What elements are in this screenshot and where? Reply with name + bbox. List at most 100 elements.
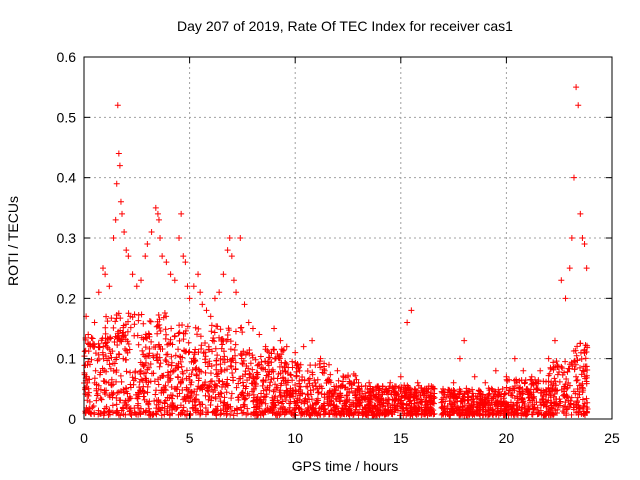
data-point-cloud [228, 395, 235, 402]
data-point-cloud [208, 328, 215, 335]
data-point-cloud [111, 360, 118, 367]
data-point-cloud [86, 361, 93, 368]
data-point-cloud [283, 387, 290, 394]
data-point-cloud [389, 396, 396, 403]
data-point-cloud [164, 407, 171, 414]
data-point-cloud [148, 370, 155, 377]
data-point-cloud [90, 403, 97, 410]
data-point-cloud [132, 375, 139, 382]
data-point-cloud [89, 335, 96, 342]
data-point-cloud [227, 346, 234, 353]
data-point-cloud [270, 388, 277, 395]
data-point-cloud [238, 324, 245, 331]
data-point [144, 241, 151, 248]
data-point-cloud [540, 378, 547, 385]
data-point-cloud [277, 392, 284, 399]
data-point-cloud [238, 407, 245, 414]
data-point-cloud [161, 411, 168, 418]
data-point-cloud [353, 376, 360, 383]
data-point-cloud [197, 333, 204, 340]
data-point-cloud [215, 370, 222, 377]
data-point-cloud [533, 385, 540, 392]
data-point [245, 319, 252, 326]
data-point-cloud [546, 386, 553, 393]
data-point [114, 102, 121, 109]
data-point-cloud [554, 387, 561, 394]
data-point-cloud [575, 409, 582, 416]
data-point-cloud [276, 363, 283, 370]
data-point-cloud [563, 392, 570, 399]
data-point-cloud [120, 411, 127, 418]
data-point-cloud [208, 397, 215, 404]
data-point-cloud [147, 318, 154, 325]
data-point-cloud [120, 389, 127, 396]
data-point-cloud [543, 391, 550, 398]
data-point-cloud [102, 340, 109, 347]
data-point-cloud [109, 409, 116, 416]
data-point-cloud [331, 383, 338, 390]
data-point-cloud [147, 361, 154, 368]
data-point-cloud [261, 409, 268, 416]
data-point-cloud [340, 373, 347, 380]
data-point [277, 337, 284, 344]
data-point-cloud [122, 321, 129, 328]
data-point [152, 204, 159, 211]
data-point-cloud [265, 371, 272, 378]
data-point-cloud [92, 350, 99, 357]
data-point-cloud [309, 382, 316, 389]
data-point-cloud [231, 346, 238, 353]
data-point-cloud [480, 402, 487, 409]
data-point-cloud [173, 362, 180, 369]
data-point-cloud [253, 406, 260, 413]
data-point-cloud [249, 352, 256, 359]
data-point-cloud [583, 380, 590, 387]
data-point [133, 283, 140, 290]
data-point-cloud [84, 379, 91, 386]
data-point-cloud [514, 407, 521, 414]
data-point-cloud [115, 328, 122, 335]
data-point-cloud [325, 378, 332, 385]
data-point-cloud [97, 395, 104, 402]
data-point [180, 253, 187, 260]
data-point [551, 337, 558, 344]
data-point-cloud [115, 411, 122, 418]
data-point-cloud [126, 395, 133, 402]
x-axis-label: GPS time / hours [292, 458, 399, 474]
data-point-cloud [150, 354, 157, 361]
data-point-cloud [510, 401, 517, 408]
data-point-cloud [204, 387, 211, 394]
data-point-cloud [335, 377, 342, 384]
data-point-cloud [566, 382, 573, 389]
data-point-cloud [374, 407, 381, 414]
data-point-cloud [572, 347, 579, 354]
data-point-cloud [342, 374, 349, 381]
data-point-cloud [117, 372, 124, 379]
data-point-cloud [174, 393, 181, 400]
data-point-cloud [406, 400, 413, 407]
data-point-cloud [471, 411, 478, 418]
data-point-cloud [120, 324, 127, 331]
data-point-cloud [362, 396, 369, 403]
data-point-cloud [169, 368, 176, 375]
data-point [154, 210, 161, 217]
data-point [325, 361, 332, 368]
data-point-cloud [351, 389, 358, 396]
data-point-cloud [283, 382, 290, 389]
data-point-cloud [224, 331, 231, 338]
data-point-cloud [467, 404, 474, 411]
data-point [203, 307, 210, 314]
data-point-cloud [412, 404, 419, 411]
data-point-cloud [339, 381, 346, 388]
data-point-cloud [543, 378, 550, 385]
data-point-cloud [92, 367, 99, 374]
data-point-cloud [568, 411, 575, 418]
data-point-cloud [158, 389, 165, 396]
data-point-cloud [152, 391, 159, 398]
data-point-cloud [163, 331, 170, 338]
data-point-cloud [563, 410, 570, 417]
data-point-cloud [190, 404, 197, 411]
data-point-cloud [145, 401, 152, 408]
data-point-cloud [494, 399, 501, 406]
data-point [195, 271, 202, 278]
